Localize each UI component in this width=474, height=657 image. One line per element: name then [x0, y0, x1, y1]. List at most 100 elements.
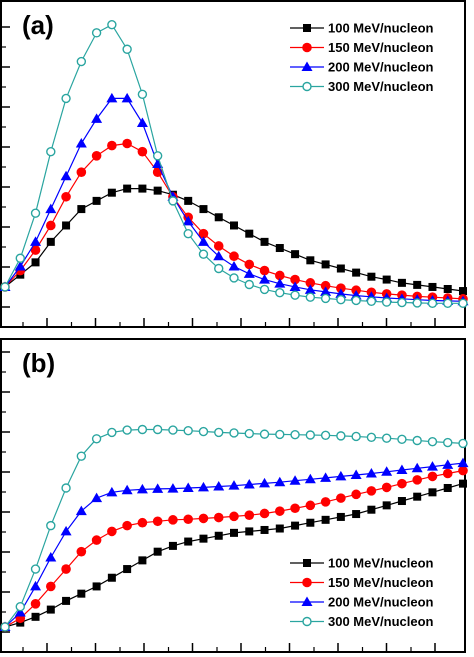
data-point — [350, 469, 362, 479]
data-point — [229, 511, 239, 522]
data-point — [76, 167, 87, 177]
legend-entry: 300 MeV/nucleon — [290, 614, 434, 629]
data-point — [290, 274, 300, 285]
data-point — [397, 497, 406, 506]
data-point — [45, 203, 57, 214]
data-point — [168, 515, 178, 525]
data-point — [245, 229, 254, 238]
legend: 100 MeV/nucleon 150 MeV/nucleon 200 MeV/nu… — [290, 556, 434, 629]
data-point — [46, 220, 56, 231]
data-point — [260, 237, 269, 246]
data-point — [121, 484, 133, 495]
data-point — [289, 475, 301, 485]
legend-entry: 300 MeV/nucleon — [290, 79, 434, 94]
panel-label: (a) — [22, 10, 54, 40]
panel-a: (a) 100 MeV/nucleon 150 MeV/nucleon 200 MeV… — [0, 0, 469, 328]
data-point — [245, 527, 254, 536]
data-point — [289, 281, 301, 291]
data-point — [443, 284, 452, 293]
data-point — [366, 432, 377, 443]
data-point — [320, 472, 332, 482]
data-point — [336, 512, 345, 521]
axis-ticks — [1, 351, 436, 652]
data-point — [382, 501, 391, 510]
data-point — [457, 457, 469, 468]
data-point — [411, 462, 423, 473]
data-point — [15, 253, 25, 263]
data-point — [136, 117, 148, 128]
data-point — [183, 425, 193, 436]
data-point — [45, 551, 57, 562]
data-point — [121, 92, 133, 103]
data-point — [275, 270, 285, 281]
data-point — [30, 245, 41, 255]
data-point — [61, 93, 71, 104]
data-point — [397, 434, 407, 445]
data-point — [443, 483, 452, 492]
data-point — [107, 526, 117, 537]
data-point — [259, 265, 270, 276]
data-point — [76, 546, 87, 557]
data-point — [367, 505, 376, 514]
data-point — [62, 596, 71, 605]
legend-label: 300 MeV/nucleon — [328, 614, 434, 629]
data-point — [62, 221, 71, 230]
data-point — [351, 489, 361, 500]
legend-marker — [302, 81, 312, 92]
data-point — [427, 298, 438, 309]
data-point — [75, 138, 87, 148]
data-point — [92, 196, 101, 205]
data-point — [213, 512, 224, 523]
data-point — [428, 488, 437, 497]
data-point — [335, 470, 347, 481]
data-point — [152, 516, 163, 527]
data-point — [244, 259, 255, 270]
data-point — [123, 184, 132, 193]
data-point — [381, 297, 392, 307]
data-point — [214, 531, 223, 540]
legend-marker — [302, 42, 312, 53]
data-point — [291, 250, 300, 259]
data-point — [46, 581, 56, 592]
legend-marker — [302, 577, 312, 588]
legend-label: 200 MeV/nucleon — [328, 595, 434, 610]
data-point — [412, 435, 422, 446]
data-point — [428, 282, 437, 291]
data-point — [304, 284, 316, 294]
legend-entry: 200 MeV/nucleon — [290, 595, 434, 610]
data-point — [320, 286, 332, 296]
data-point — [0, 622, 10, 632]
data-point — [184, 537, 193, 546]
data-point — [336, 431, 346, 441]
data-point — [427, 436, 438, 447]
data-point — [182, 482, 194, 492]
data-point — [214, 427, 224, 438]
data-point — [321, 260, 330, 269]
data-point — [244, 279, 254, 290]
panel-b: (b) 100 MeV/nucleon 150 MeV/nucleon 200 MeV… — [0, 338, 469, 653]
data-point — [136, 483, 148, 494]
data-point — [366, 486, 377, 496]
data-point — [213, 241, 224, 251]
data-point — [137, 89, 148, 100]
data-point — [123, 565, 132, 574]
data-point — [60, 170, 72, 181]
data-point — [442, 459, 454, 469]
data-point — [197, 481, 209, 492]
data-point — [458, 465, 468, 476]
data-point — [91, 492, 103, 503]
data-point — [243, 479, 255, 489]
data-point — [306, 256, 315, 265]
series-300-mev — [0, 424, 468, 632]
data-point — [427, 471, 438, 482]
data-point — [259, 429, 270, 439]
data-point — [397, 297, 407, 308]
data-point — [352, 268, 361, 277]
data-point — [228, 260, 240, 271]
series-150-mev — [0, 465, 468, 632]
legend-label: 150 MeV/nucleon — [328, 575, 434, 590]
data-point — [397, 278, 406, 287]
legend-entry: 100 MeV/nucleon — [290, 21, 434, 36]
data-point — [397, 478, 407, 489]
data-point — [75, 505, 87, 516]
